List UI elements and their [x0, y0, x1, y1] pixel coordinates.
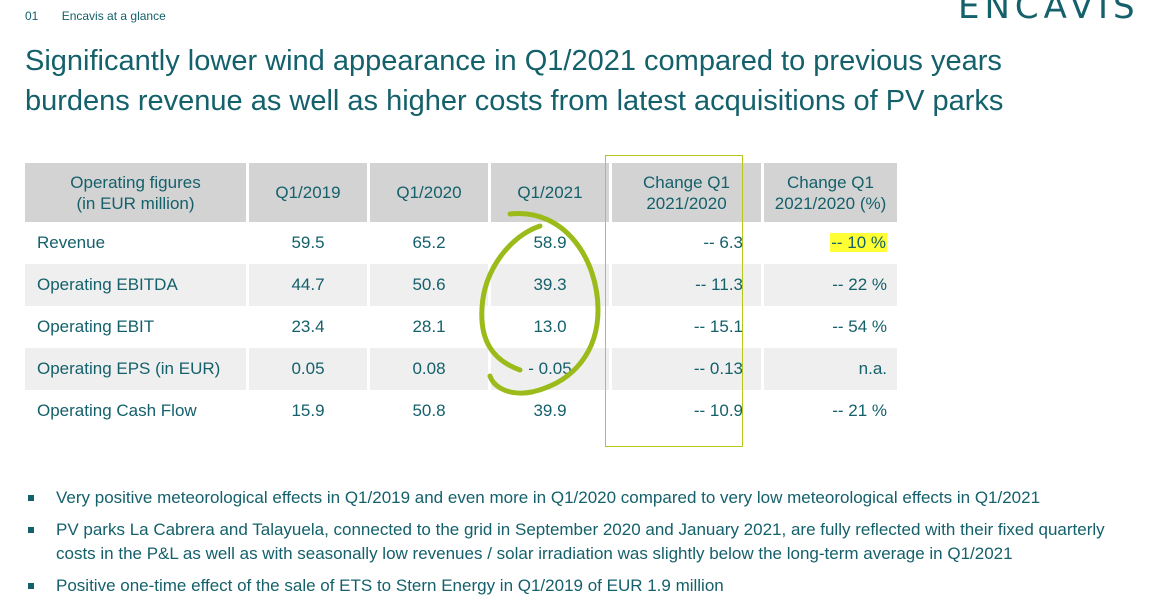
- cell-q1-2020: 28.1: [370, 306, 491, 348]
- header-q1-2020: Q1/2020: [370, 163, 491, 222]
- row-label: Operating EBITDA: [25, 264, 249, 306]
- header-operating-figures: Operating figures (in EUR million): [25, 163, 249, 222]
- cell-change: -- 11.3: [612, 264, 764, 306]
- header-change: Change Q1 2021/2020: [612, 163, 764, 222]
- row-label: Operating EPS (in EUR): [25, 348, 249, 390]
- table-row: Operating Cash Flow 15.9 50.8 39.9 -- 10…: [25, 390, 897, 432]
- header-sublabel: 2021/2020 (%): [774, 193, 887, 213]
- slide-title-line-1: Significantly lower wind appearance in Q…: [25, 45, 1002, 77]
- table-row: Operating EBIT 23.4 28.1 13.0 -- 15.1 --…: [25, 306, 897, 348]
- header-label: Q1/2021: [517, 183, 583, 202]
- cell-q1-2021: 58.9: [491, 222, 612, 264]
- header-sublabel: (in EUR million): [76, 193, 195, 213]
- cell-q1-2019: 0.05: [249, 348, 370, 390]
- encavis-logo: ENCAVIS: [958, 0, 1140, 27]
- highlighted-value: -- 10 %: [830, 233, 887, 252]
- cell-q1-2020: 0.08: [370, 348, 491, 390]
- cell-q1-2020: 50.8: [370, 390, 491, 432]
- cell-change-pct: n.a.: [764, 348, 897, 390]
- section-header: 01 Encavis at a glance: [25, 9, 166, 23]
- list-item: Very positive meteorological effects in …: [25, 486, 1140, 510]
- cell-q1-2021: 39.3: [491, 264, 612, 306]
- cell-change-pct: -- 10 %: [764, 222, 897, 264]
- operating-figures-table: Operating figures (in EUR million) Q1/20…: [25, 163, 897, 432]
- header-label: Q1/2020: [396, 183, 462, 202]
- list-item: PV parks La Cabrera and Talayuela, conne…: [25, 518, 1140, 566]
- row-label: Operating Cash Flow: [25, 390, 249, 432]
- cell-change: -- 15.1: [612, 306, 764, 348]
- header-label: Change Q1: [643, 172, 730, 192]
- cell-q1-2021: 39.9: [491, 390, 612, 432]
- section-title: Encavis at a glance: [61, 9, 166, 23]
- header-q1-2019: Q1/2019: [249, 163, 370, 222]
- cell-q1-2019: 15.9: [249, 390, 370, 432]
- cell-change-pct: -- 22 %: [764, 264, 897, 306]
- header-q1-2021: Q1/2021: [491, 163, 612, 222]
- cell-q1-2021: - 0.05: [491, 348, 612, 390]
- header-change-pct: Change Q1 2021/2020 (%): [764, 163, 897, 222]
- row-label: Operating EBIT: [25, 306, 249, 348]
- table-row: Operating EPS (in EUR) 0.05 0.08 - 0.05 …: [25, 348, 897, 390]
- header-label: Change Q1: [787, 172, 874, 192]
- table-header-row: Operating figures (in EUR million) Q1/20…: [25, 163, 897, 222]
- cell-q1-2020: 65.2: [370, 222, 491, 264]
- header-label: Q1/2019: [275, 183, 341, 202]
- cell-q1-2019: 23.4: [249, 306, 370, 348]
- cell-q1-2021: 13.0: [491, 306, 612, 348]
- cell-change: -- 0.13: [612, 348, 764, 390]
- cell-change-pct: -- 54 %: [832, 317, 887, 336]
- table-row: Operating EBITDA 44.7 50.6 39.3 -- 11.3 …: [25, 264, 897, 306]
- table-row: Revenue 59.5 65.2 58.9 -- 6.3 -- 10 %: [25, 222, 897, 264]
- section-number: 01: [25, 9, 39, 23]
- row-label: Revenue: [25, 222, 249, 264]
- list-item: Positive one-time effect of the sale of …: [25, 574, 1140, 598]
- slide-title-line-2: burdens revenue as well as higher costs …: [25, 85, 1004, 117]
- cell-change-pct: -- 21 %: [832, 401, 887, 420]
- bullet-list: Very positive meteorological effects in …: [25, 486, 1140, 606]
- header-label: Operating figures: [70, 172, 201, 192]
- header-sublabel: 2021/2020: [646, 193, 727, 213]
- cell-q1-2019: 59.5: [249, 222, 370, 264]
- slide-title: Significantly lower wind appearance in Q…: [25, 41, 1135, 121]
- cell-change: -- 10.9: [612, 390, 764, 432]
- cell-q1-2020: 50.6: [370, 264, 491, 306]
- cell-q1-2019: 44.7: [249, 264, 370, 306]
- cell-change: -- 6.3: [612, 222, 764, 264]
